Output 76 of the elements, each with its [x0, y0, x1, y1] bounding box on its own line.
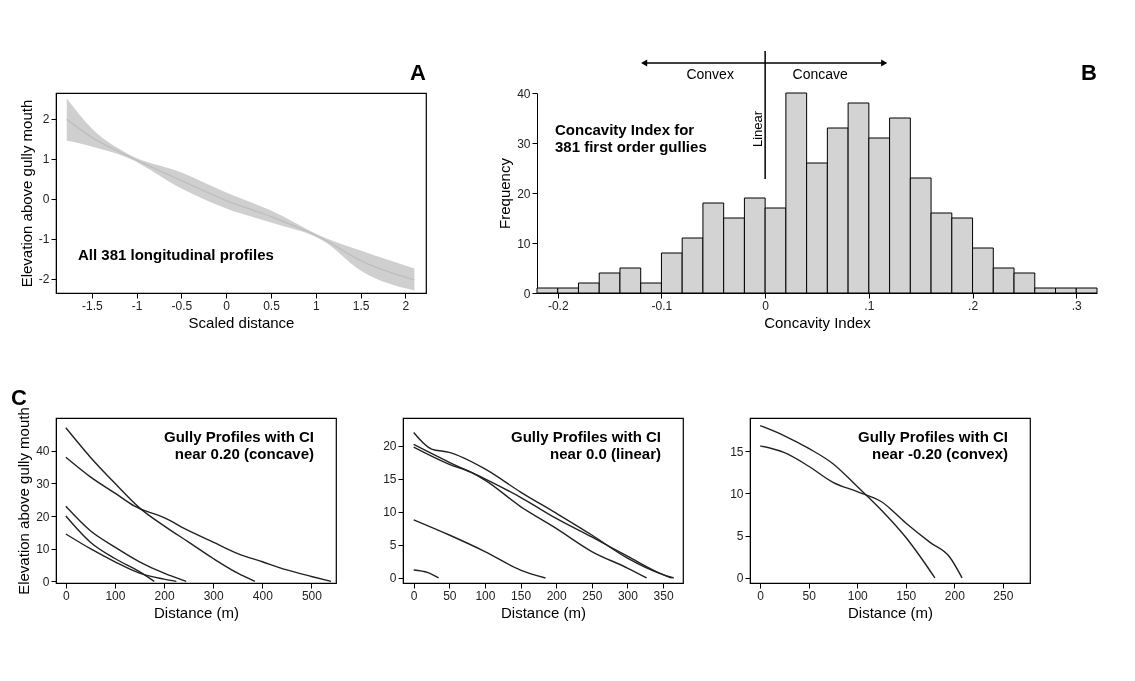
x-axis-title: Concavity Index — [764, 313, 872, 331]
y-tick-label: 40 — [517, 86, 531, 101]
x-tick-label: -0.5 — [171, 298, 193, 313]
x-tick-label: 200 — [546, 588, 568, 603]
y-axis-title: Elevation above gully mouth — [15, 407, 33, 595]
x-tick-label: 500 — [301, 588, 323, 603]
text: Gully Profiles with CI near 0.0 (linear) — [510, 428, 661, 462]
x-tick-label: 1.5 — [352, 298, 370, 313]
y-tick-label: 10 — [383, 505, 397, 520]
x-tick-label: 200 — [154, 588, 175, 603]
y-axis-title: Elevation above gully mouth — [17, 99, 35, 288]
text: Gully Profiles with CI near -0.20 (convex) — [857, 428, 1008, 462]
y-tick-label: 20 — [383, 439, 397, 454]
x-axis-title: Distance (m) — [847, 603, 934, 621]
y-tick-label: -2 — [38, 272, 50, 287]
annotation: All 381 longitudinal profiles — [78, 246, 274, 263]
y-tick-label: 5 — [389, 538, 397, 553]
y-tick-label: 30 — [517, 136, 531, 151]
x-tick-label: 150 — [896, 588, 917, 603]
y-tick-label: 20 — [36, 509, 50, 524]
text: B — [1081, 60, 1097, 85]
y-tick-label: 10 — [730, 486, 744, 501]
text: Concavity Index for 381 first order gullies — [555, 121, 707, 155]
x-tick-label: 100 — [105, 588, 126, 603]
x-tick-label: 300 — [203, 588, 225, 603]
y-tick-label: 0 — [42, 574, 50, 589]
y-tick-label: 15 — [383, 472, 397, 487]
x-tick-label: 350 — [653, 588, 674, 603]
y-tick-label: 2 — [42, 112, 50, 127]
y-tick-label: 0 — [389, 571, 397, 586]
x-tick-label: .1 — [864, 298, 875, 313]
x-tick-label: 300 — [617, 588, 639, 603]
x-tick-label: 400 — [252, 588, 274, 603]
text: Convex — [686, 66, 734, 82]
y-tick-label: -1 — [38, 232, 50, 247]
y-tick-label: 10 — [517, 236, 531, 251]
text: Gully Profiles with CI near 0.20 (concave) — [163, 428, 314, 462]
x-tick-label: 150 — [511, 588, 532, 603]
y-tick-label: 40 — [36, 444, 50, 459]
text: Concave — [792, 66, 848, 82]
x-tick-label: 0.5 — [263, 298, 281, 313]
x-tick-label: 0 — [223, 298, 231, 313]
y-tick-label: 0 — [523, 286, 531, 301]
x-tick-label: 50 — [443, 588, 457, 603]
y-tick-label: 0 — [736, 571, 744, 586]
y-tick-label: 1 — [42, 152, 50, 167]
y-tick-label: 10 — [36, 542, 50, 557]
x-tick-label: 0 — [62, 588, 70, 603]
x-tick-label: 100 — [475, 588, 496, 603]
y-tick-label: 5 — [736, 529, 744, 544]
text: A — [410, 60, 427, 85]
x-axis-title: Distance (m) — [500, 603, 587, 621]
x-axis-title: Distance (m) — [153, 603, 240, 621]
x-tick-label: 100 — [847, 588, 869, 603]
x-tick-label: 250 — [993, 588, 1014, 603]
x-axis-title: Scaled distance — [188, 313, 295, 331]
x-tick-label: -0.2 — [547, 298, 569, 313]
y-tick-label: 20 — [517, 186, 531, 201]
x-tick-label: 2 — [402, 298, 410, 313]
x-tick-label: 250 — [582, 588, 603, 603]
x-tick-label: -1.5 — [81, 298, 103, 313]
x-tick-label: .3 — [1071, 298, 1083, 313]
x-tick-label: 0 — [762, 298, 770, 313]
x-tick-label: 50 — [802, 588, 817, 603]
x-tick-label: 0 — [410, 588, 418, 603]
ref-line-label: Linear — [750, 110, 766, 148]
y-tick-label: 15 — [730, 444, 744, 459]
x-tick-label: 200 — [944, 588, 966, 603]
y-tick-label: 0 — [42, 192, 50, 207]
x-tick-label: -0.1 — [651, 298, 673, 313]
x-tick-label: -1 — [131, 298, 143, 313]
x-tick-label: .2 — [968, 298, 979, 313]
y-tick-label: 30 — [36, 476, 50, 491]
x-tick-label: 1 — [312, 298, 320, 313]
y-axis-title: Frequency — [496, 157, 514, 229]
x-tick-label: 0 — [757, 588, 765, 603]
